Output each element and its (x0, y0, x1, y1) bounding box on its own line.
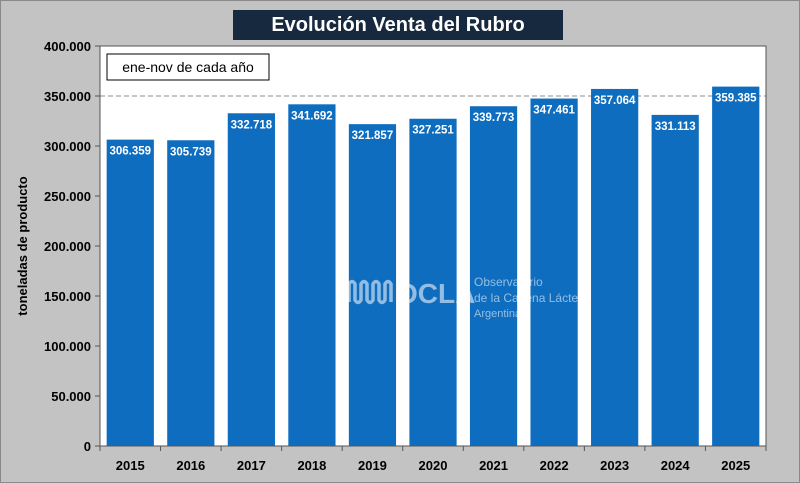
y-tick-label: 400.000 (44, 39, 91, 54)
x-tick-label: 2019 (358, 458, 387, 473)
data-label: 321.857 (352, 130, 394, 142)
x-tick-label: 2021 (479, 458, 508, 473)
y-tick-label: 250.000 (44, 189, 91, 204)
data-label: 306.359 (109, 146, 151, 158)
value-labels: 306.359 305.739 332.718 341.692 321.857 327.2… (109, 93, 757, 159)
y-tick-label: 50.000 (51, 389, 91, 404)
data-label: 327.251 (412, 125, 454, 137)
bar (227, 113, 275, 447)
x-tick-label: 2020 (419, 458, 448, 473)
ocla-wave-icon (347, 279, 393, 305)
chart-title: Evolución Venta del Rubro Quesos (233, 10, 563, 66)
y-axis: 0 50.000 100.000 150.000 200.000 250.000 300.0… (44, 39, 100, 454)
y-axis-label: toneladas de producto (15, 176, 30, 315)
x-tick-label: 2015 (116, 458, 145, 473)
data-label: 347.461 (533, 105, 575, 117)
data-label: 339.773 (473, 112, 515, 124)
x-tick-label: 2023 (600, 458, 629, 473)
watermark-line3: Argentina (474, 308, 522, 320)
watermark-line2: de la Cadena Láctea (474, 291, 585, 305)
bar (167, 140, 215, 447)
x-tick-label: 2025 (721, 458, 750, 473)
data-label: 341.692 (291, 110, 333, 122)
data-label: 331.113 (655, 121, 696, 133)
ocla-watermark: OCLA Observatorio de la Cadena Láctea Ar… (347, 275, 585, 320)
bar (651, 114, 699, 447)
y-tick-label: 100.000 (44, 339, 91, 354)
data-label: 332.718 (231, 119, 273, 131)
bar (712, 86, 760, 447)
watermark-line1: Observatorio (474, 275, 543, 289)
bar (591, 88, 639, 446)
bar (409, 118, 457, 447)
y-tick-label: 350.000 (44, 89, 91, 104)
bars (106, 86, 760, 447)
x-tick-label: 2018 (297, 458, 326, 473)
watermark-brand: OCLA (396, 278, 475, 309)
x-tick-label: 2017 (237, 458, 266, 473)
y-tick-label: 300.000 (44, 139, 91, 154)
subtitle-box (106, 53, 270, 81)
data-label: 305.739 (170, 146, 212, 158)
bar (530, 98, 578, 446)
bar (288, 104, 336, 447)
x-tick-label: 2022 (540, 458, 569, 473)
chart-subtitle: ene-nov de cada año (122, 59, 254, 75)
y-tick-label: 200.000 (44, 239, 91, 254)
data-label: 359.385 (715, 93, 757, 105)
x-tick-label: 2016 (176, 458, 205, 473)
x-axis: 2015 2016 2017 2018 2019 2020 2021 2022 2023 2024… (99, 446, 767, 473)
bar (106, 139, 154, 447)
data-label: 357.064 (594, 95, 636, 107)
y-tick-label: 150.000 (44, 289, 91, 304)
bar (469, 106, 518, 447)
y-tick-label: 0 (84, 439, 91, 454)
x-tick-label: 2024 (661, 458, 691, 473)
